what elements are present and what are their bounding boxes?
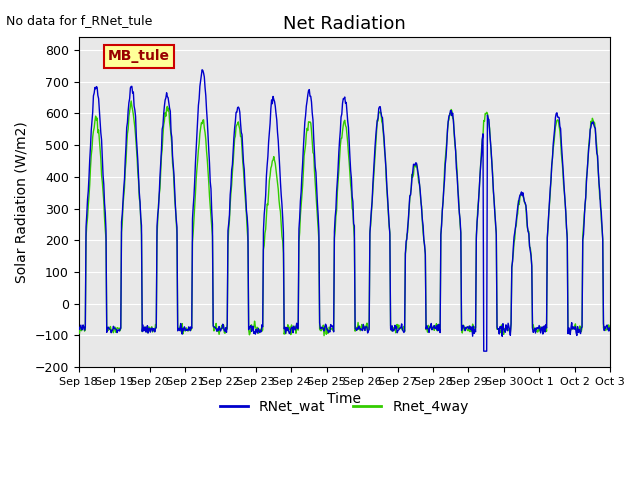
RNet_wat <box>198 67 206 72</box>
Rnet_4way <box>222 326 230 332</box>
Rnet_4way <box>410 162 418 168</box>
X-axis label: Time: Time <box>328 392 362 406</box>
RNet_wat <box>84 188 92 194</box>
RNet_wat <box>410 161 417 167</box>
Rnet_4way <box>75 325 83 331</box>
Line: RNet_wat: RNet_wat <box>79 70 610 351</box>
Rnet_4way <box>606 324 614 330</box>
RNet_wat <box>425 330 433 336</box>
Text: No data for f_RNet_tule: No data for f_RNet_tule <box>6 14 153 27</box>
Rnet_4way <box>426 323 434 329</box>
Line: Rnet_4way: Rnet_4way <box>79 101 610 336</box>
Legend: RNet_wat, Rnet_4way: RNet_wat, Rnet_4way <box>214 394 474 420</box>
RNet_wat <box>75 325 83 331</box>
Rnet_4way <box>194 157 202 163</box>
Rnet_4way <box>127 98 135 104</box>
RNet_wat <box>606 328 614 334</box>
Rnet_4way <box>140 327 148 333</box>
RNet_wat <box>193 132 201 138</box>
RNet_wat <box>139 322 147 328</box>
Rnet_4way <box>84 203 92 208</box>
Y-axis label: Solar Radiation (W/m2): Solar Radiation (W/m2) <box>15 121 29 283</box>
RNet_wat <box>480 348 488 354</box>
Text: MB_tule: MB_tule <box>108 49 170 63</box>
RNet_wat <box>222 325 230 331</box>
Rnet_4way <box>320 333 328 338</box>
Title: Net Radiation: Net Radiation <box>283 15 406 33</box>
